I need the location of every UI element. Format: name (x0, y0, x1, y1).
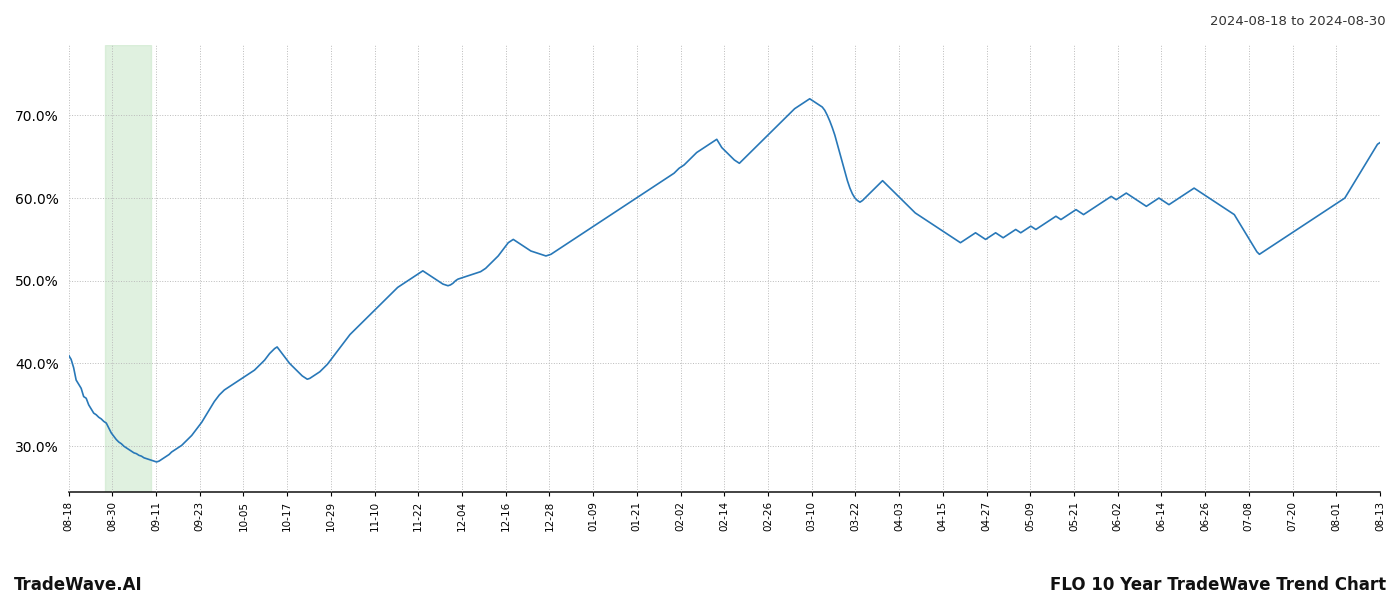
Text: TradeWave.AI: TradeWave.AI (14, 576, 143, 594)
Text: FLO 10 Year TradeWave Trend Chart: FLO 10 Year TradeWave Trend Chart (1050, 576, 1386, 594)
Bar (105, 45, 151, 492)
Text: 2024-08-18 to 2024-08-30: 2024-08-18 to 2024-08-30 (1211, 15, 1386, 28)
